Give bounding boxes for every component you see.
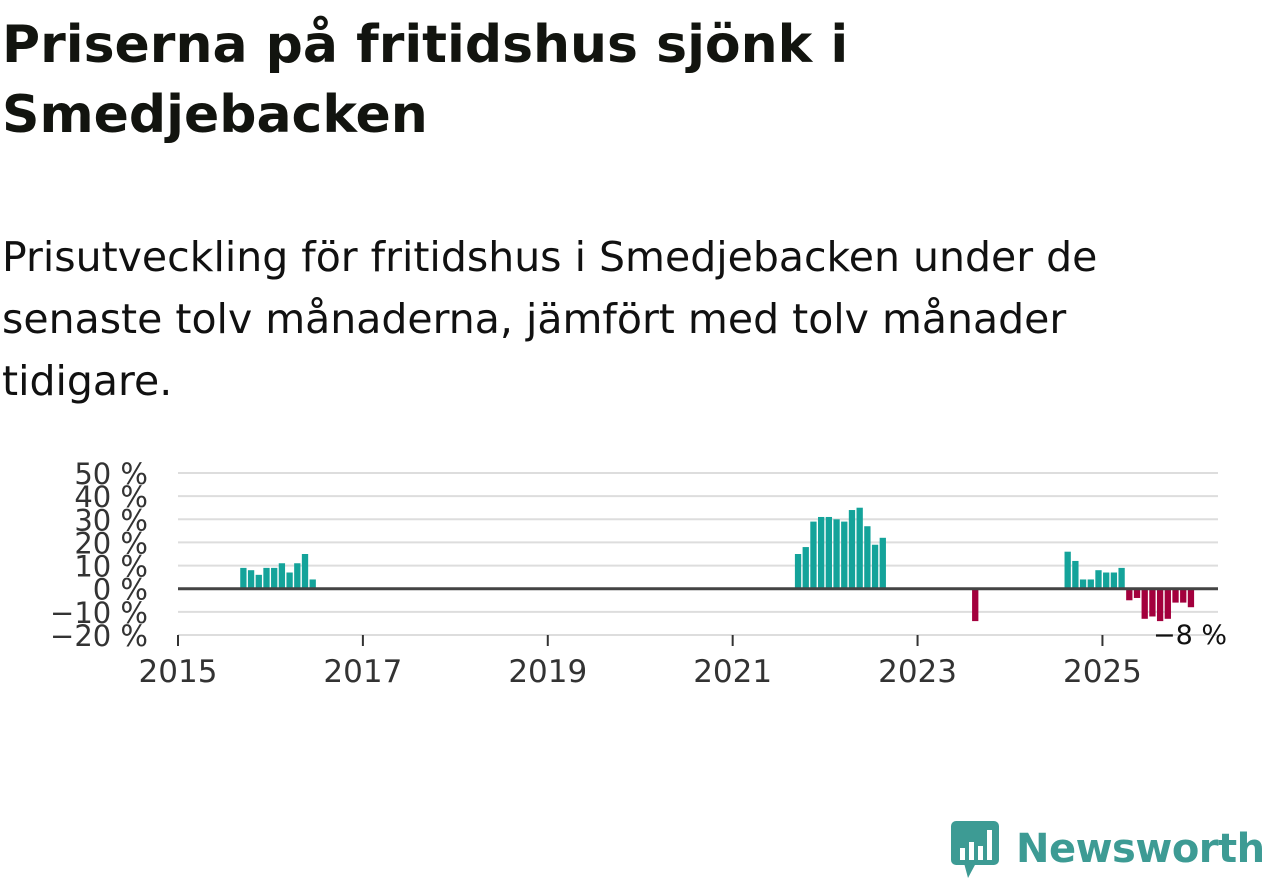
x-tick-label: 2019 bbox=[508, 654, 587, 690]
bar bbox=[278, 563, 286, 589]
x-tick-label: 2025 bbox=[1063, 654, 1142, 690]
bar bbox=[1064, 551, 1071, 589]
y-tick-label: 20 % bbox=[74, 526, 148, 560]
bar bbox=[1095, 570, 1102, 589]
bar bbox=[848, 510, 856, 589]
bar bbox=[1072, 560, 1079, 589]
bar bbox=[810, 521, 817, 589]
bar bbox=[1133, 588, 1141, 598]
bar bbox=[864, 526, 871, 589]
last-value-label: −8 % bbox=[1153, 620, 1227, 651]
bar bbox=[1126, 588, 1133, 601]
y-tick-label: 10 % bbox=[74, 550, 148, 584]
brand-name: Newsworthy bbox=[1016, 826, 1262, 872]
bar bbox=[856, 507, 863, 589]
y-tick-label: 0 % bbox=[93, 573, 148, 607]
bar bbox=[1103, 572, 1110, 589]
bars bbox=[240, 507, 1195, 622]
bar bbox=[1187, 588, 1195, 608]
bar bbox=[802, 547, 809, 589]
newsworthy-logo: Newsworthy bbox=[950, 818, 1262, 880]
annotations: −8 % bbox=[1153, 620, 1227, 651]
bar bbox=[1164, 588, 1171, 619]
y-tick-label: −20 % bbox=[50, 619, 148, 653]
y-tick-label: −10 % bbox=[50, 596, 148, 630]
newsworthy-logo-icon bbox=[951, 821, 999, 878]
y-tick-label: 50 % bbox=[74, 457, 148, 491]
chart-subtitle: Prisutveckling för fritidshus i Smedjeba… bbox=[2, 233, 1098, 405]
y-tick-label: 40 % bbox=[74, 480, 148, 514]
bar bbox=[794, 554, 802, 589]
bar bbox=[1180, 588, 1187, 603]
bar bbox=[286, 572, 293, 589]
bar bbox=[301, 554, 309, 589]
bar bbox=[879, 537, 886, 589]
x-tick-label: 2015 bbox=[139, 654, 218, 690]
x-tick-label: 2017 bbox=[323, 654, 402, 690]
bar bbox=[1118, 567, 1125, 589]
bar bbox=[309, 579, 316, 589]
x-axis: 2015 2017 2019 2021 2023 2025 bbox=[139, 635, 1142, 690]
bar bbox=[871, 544, 879, 589]
y-tick-label: 30 % bbox=[74, 503, 148, 537]
bar bbox=[1087, 579, 1094, 589]
bar bbox=[240, 567, 247, 589]
gridlines bbox=[178, 472, 1218, 636]
bar bbox=[1149, 588, 1156, 617]
x-tick-label: 2021 bbox=[693, 654, 772, 690]
bar bbox=[833, 519, 840, 589]
bar bbox=[972, 588, 979, 622]
bar bbox=[255, 574, 262, 589]
bar bbox=[294, 563, 301, 589]
bar bbox=[271, 567, 278, 589]
bar bbox=[1141, 588, 1148, 619]
bar bbox=[1172, 588, 1179, 603]
bar bbox=[247, 570, 255, 589]
bar bbox=[841, 521, 848, 589]
x-tick-label: 2023 bbox=[878, 654, 957, 690]
bar bbox=[263, 567, 270, 589]
bar bbox=[1110, 572, 1118, 589]
y-axis-labels: 50 %40 %30 %20 %10 %0 %−10 %−20 % bbox=[50, 457, 148, 653]
bar bbox=[1156, 588, 1164, 622]
chart-title: Priserna på fritidshus sjönk i Smedjebac… bbox=[2, 15, 849, 145]
bar bbox=[1079, 579, 1087, 589]
bar bbox=[825, 516, 833, 589]
bar bbox=[818, 516, 825, 589]
bar-chart: 50 %40 %30 %20 %10 %0 %−10 %−20 % 2015 20… bbox=[50, 457, 1227, 690]
